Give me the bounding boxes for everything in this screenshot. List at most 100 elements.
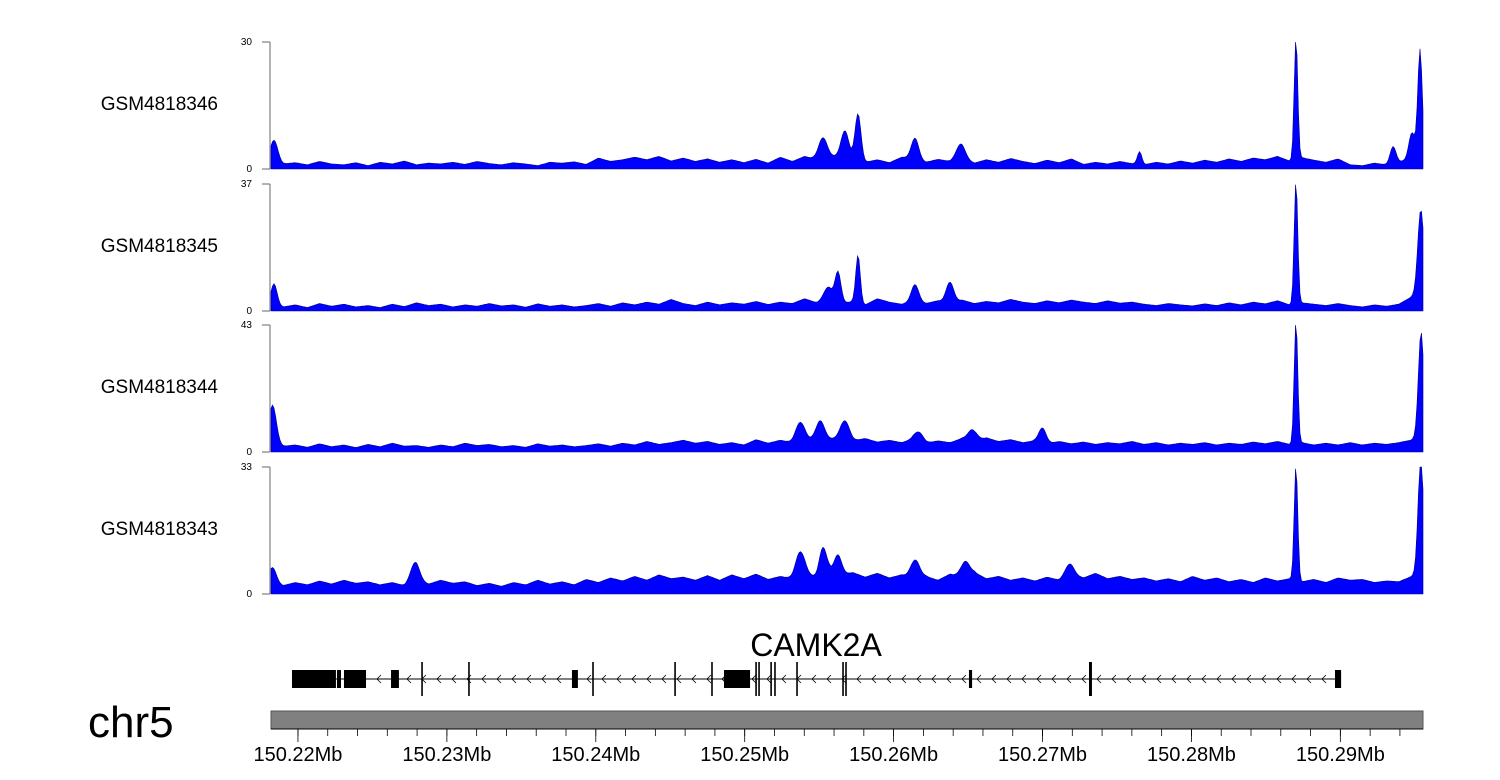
track-GSM4818344: GSM4818344 43 0 [101,320,1424,458]
strand-arrow-icon [1081,674,1087,684]
strand-arrow-icon [916,674,922,684]
strand-arrow-icon [526,674,532,684]
track-label: GSM4818346 [101,94,218,115]
strand-arrow-icon [556,674,562,684]
signal-area [270,41,1424,170]
strand-arrow-icon [1261,674,1267,684]
strand-arrow-icon [601,674,607,684]
strand-arrow-icon [676,674,682,684]
y-tick-label-max: 37 [241,179,253,190]
exon [674,662,676,696]
strand-arrow-icon [496,674,502,684]
exon [592,662,594,696]
strand-arrow-icon [661,674,667,684]
exon [842,662,844,696]
exon [291,670,336,688]
exon [845,662,847,696]
track-label: GSM4818343 [101,519,218,540]
data-tracks: GSM4818346300GSM4818345370GSM4818344430G… [101,37,1424,600]
x-tick-label: 150.27Mb [998,744,1087,766]
exon [770,662,772,696]
strand-arrow-icon [1216,674,1222,684]
track-GSM4818346: GSM4818346 30 0 [101,37,1424,175]
x-tick-label: 150.23Mb [402,744,491,766]
exon [723,670,751,688]
strand-arrow-icon [1306,674,1312,684]
strand-arrow-icon [1186,674,1192,684]
x-tick-label: 150.22Mb [253,744,342,766]
x-tick-label: 150.28Mb [1147,744,1236,766]
strand-arrow-icon [511,674,517,684]
exon [758,662,760,696]
exon [711,662,713,696]
strand-arrow-icon [451,674,457,684]
strand-arrow-icon [1111,674,1117,684]
x-tick-label: 150.24Mb [551,744,640,766]
strand-arrow-icon [856,674,862,684]
strand-arrow-icon [616,674,622,684]
strand-arrow-icon [766,674,772,684]
strand-arrow-icon [1096,674,1102,684]
strand-arrow-icon [886,674,892,684]
exon [343,670,367,688]
strand-arrow-icon [646,674,652,684]
strand-arrow-icon [1171,674,1177,684]
exon [774,662,776,696]
strand-arrow-icon [691,674,697,684]
strand-arrow-icon [436,674,442,684]
strand-arrow-icon [781,674,787,684]
strand-arrow-icon [1321,674,1327,684]
exon [468,662,470,696]
strand-arrow-icon [871,674,877,684]
exon [336,670,341,688]
signal-area [270,184,1424,312]
strand-arrow-icon [481,674,487,684]
exon [796,662,798,696]
y-tick-label-max: 43 [241,320,253,331]
strand-arrow-icon [1276,674,1282,684]
y-tick-label-zero: 0 [246,589,252,600]
exon [391,670,399,688]
y-tick-label-zero: 0 [246,164,252,175]
strand-arrow-icon [406,674,412,684]
strand-arrow-icon [946,674,952,684]
track-label: GSM4818345 [101,236,218,257]
strand-arrow-icon [1291,674,1297,684]
y-tick-label-max: 30 [241,37,253,48]
strand-arrow-icon [541,674,547,684]
y-tick-label-max: 33 [241,462,253,473]
signal-area [270,466,1424,595]
strand-arrow-icon [931,674,937,684]
strand-arrow-icon [961,674,967,684]
track-GSM4818343: GSM4818343 33 0 [101,462,1424,600]
y-tick-label-zero: 0 [246,447,252,458]
x-tick-label: 150.25Mb [700,744,789,766]
strand-arrow-icon [1126,674,1132,684]
strand-arrow-icon [751,674,757,684]
gene-model [291,662,1342,696]
strand-arrow-icon [976,674,982,684]
strand-arrow-icon [1021,674,1027,684]
chromosome-bar [270,710,1424,730]
strand-arrow-icon [586,674,592,684]
strand-arrow-icon [1231,674,1237,684]
strand-arrow-icon [706,674,712,684]
strand-arrow-icon [1006,674,1012,684]
exon [968,670,973,688]
strand-arrow-icon [811,674,817,684]
strand-arrow-icon [826,674,832,684]
x-tick-label: 150.26Mb [849,744,938,766]
x-tick-label: 150.29Mb [1296,744,1385,766]
track-GSM4818345: GSM4818345 37 0 [101,179,1424,317]
chromosome-label: chr5 [88,698,174,747]
strand-arrow-icon [1246,674,1252,684]
strand-arrow-icon [991,674,997,684]
strand-arrow-icon [631,674,637,684]
exon [1088,662,1092,696]
strand-arrow-icon [1141,674,1147,684]
strand-arrow-icon [376,674,382,684]
genome-axis: 150.22Mb 150.23Mb 150.24Mb 150.25Mb 150.26Mb… [253,728,1423,766]
strand-arrow-icon [1156,674,1162,684]
strand-arrow-icon [1036,674,1042,684]
